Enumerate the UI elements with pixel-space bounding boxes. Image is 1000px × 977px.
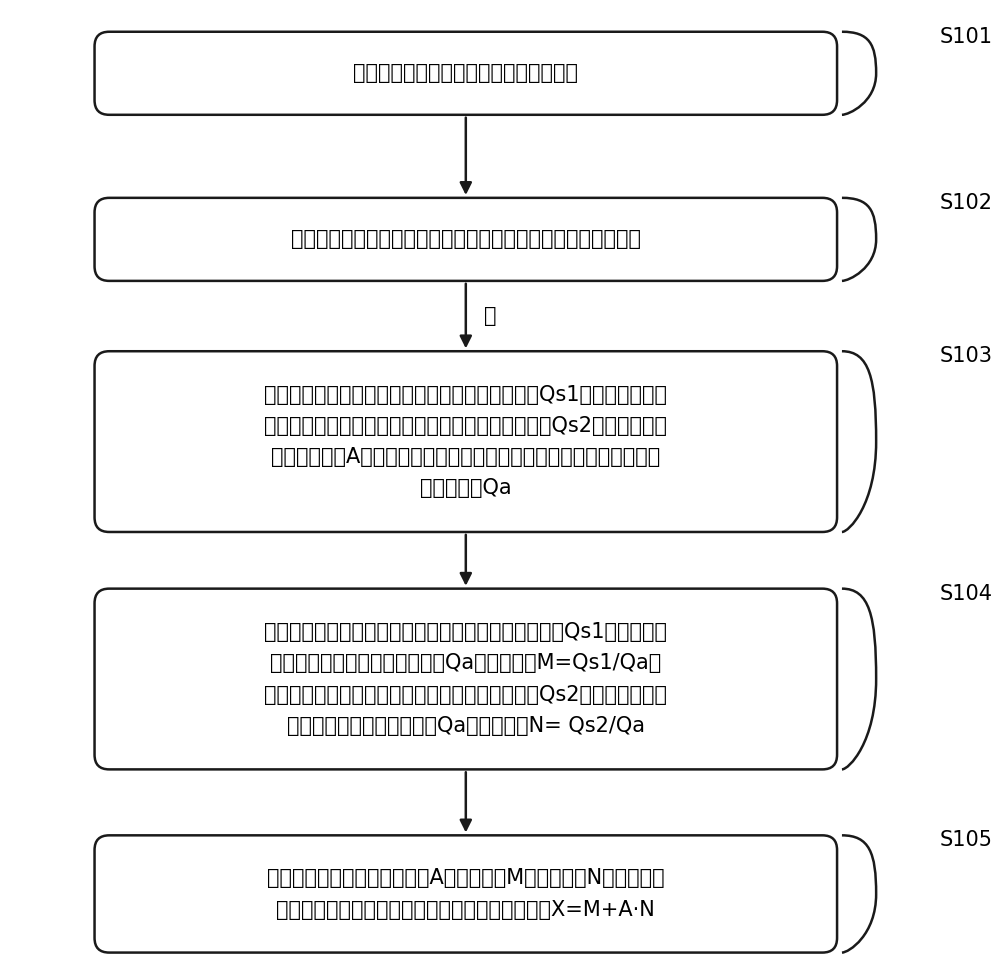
FancyBboxPatch shape [95, 351, 837, 531]
Text: S103: S103 [940, 346, 993, 366]
Text: 基于第二试验中可靠关合次数A、第一比值M和第二比值N，计算得到: 基于第二试验中可靠关合次数A、第一比值M和第二比值N，计算得到 [267, 869, 665, 888]
Text: S102: S102 [940, 193, 993, 213]
FancyBboxPatch shape [95, 835, 837, 953]
Text: 以及第二试验中一次关合预击穿过程中的电弧能量Qs2与实际运行工况: 以及第二试验中一次关合预击穿过程中的电弧能量Qs2与实际运行工况 [264, 685, 667, 704]
Text: 获取选相合闸开关设备的第一试验的结果: 获取选相合闸开关设备的第一试验的结果 [353, 64, 578, 83]
Text: 均电弧能量Qa: 均电弧能量Qa [420, 479, 512, 498]
Text: S101: S101 [940, 26, 993, 47]
Text: 是: 是 [484, 306, 496, 326]
Text: 设备的第二试验中一次关合预击穿过程中的电弧能量Qs2、第二试验中: 设备的第二试验中一次关合预击穿过程中的电弧能量Qs2、第二试验中 [264, 416, 667, 436]
Text: 选相合闸开关设备实际运行工况中的可靠关合次数X=M+A·N: 选相合闸开关设备实际运行工况中的可靠关合次数X=M+A·N [276, 900, 655, 919]
Text: S105: S105 [940, 830, 993, 850]
FancyBboxPatch shape [95, 197, 837, 280]
Text: 可靠关合次数A以及实际运行工况中选相合闸开关设备的单次关合的平: 可靠关合次数A以及实际运行工况中选相合闸开关设备的单次关合的平 [271, 447, 660, 467]
Text: S104: S104 [940, 584, 993, 604]
FancyBboxPatch shape [95, 588, 837, 770]
Text: 中单次关合的平均电弧能量Qa的第二比值N= Qs2/Qa: 中单次关合的平均电弧能量Qa的第二比值N= Qs2/Qa [287, 716, 645, 736]
Text: 工况中单次关合的平均电弧能量Qa的第一比值M=Qs1/Qa，: 工况中单次关合的平均电弧能量Qa的第一比值M=Qs1/Qa， [270, 654, 661, 673]
Text: 计算得到第一试验中关合预击穿过程中的累积电弧能量Qs1与实际运行: 计算得到第一试验中关合预击穿过程中的累积电弧能量Qs1与实际运行 [264, 622, 667, 642]
Text: 基于第一试验的结果判断选相合闸开关设备是否通过了第一试验: 基于第一试验的结果判断选相合闸开关设备是否通过了第一试验 [291, 230, 641, 249]
Text: 获取第一试验中关合预击穿过程中的累积电弧能量Qs1、选相合闸开关: 获取第一试验中关合预击穿过程中的累积电弧能量Qs1、选相合闸开关 [264, 385, 667, 404]
FancyBboxPatch shape [95, 31, 837, 114]
